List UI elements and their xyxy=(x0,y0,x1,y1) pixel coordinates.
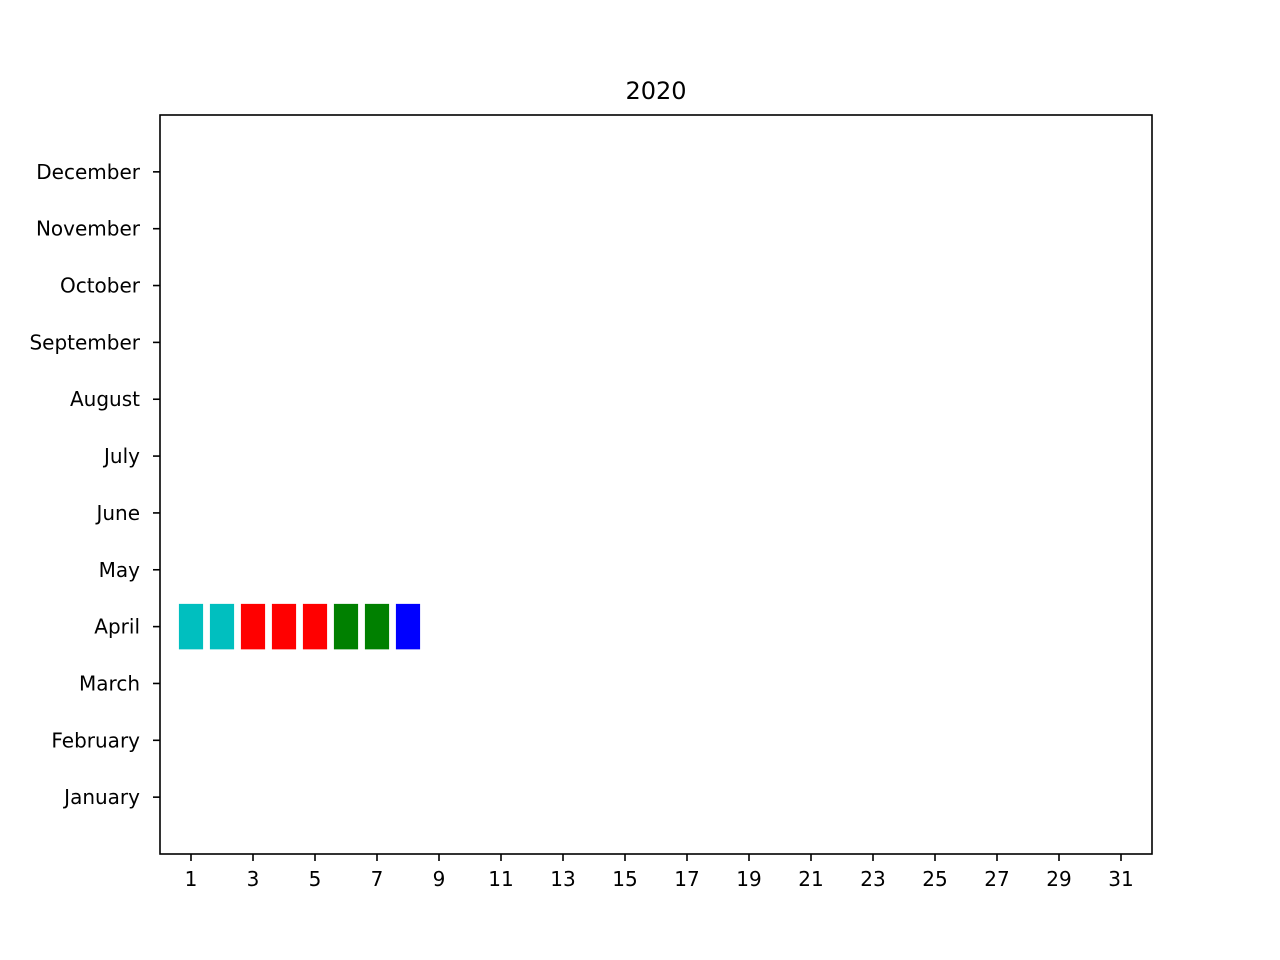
y-tick-label: June xyxy=(94,501,140,525)
y-tick-label: December xyxy=(36,160,140,184)
day-mark xyxy=(364,603,390,650)
y-tick-label: March xyxy=(79,671,140,695)
y-tick-label: February xyxy=(51,728,140,752)
day-mark xyxy=(209,603,235,650)
x-tick-label: 13 xyxy=(550,867,575,891)
y-tick-label: April xyxy=(94,615,140,639)
day-mark xyxy=(271,603,297,650)
y-tick-label: September xyxy=(29,330,140,354)
plot-frame xyxy=(159,114,1153,855)
x-axis: 1 3 5 7 9 11 13 15 17 19 21 23 25 27 29 31 xyxy=(185,854,1134,891)
day-mark xyxy=(240,603,266,650)
day-mark xyxy=(178,603,204,650)
x-tick-label: 15 xyxy=(612,867,637,891)
day-mark xyxy=(395,603,421,650)
x-tick-label: 11 xyxy=(488,867,513,891)
day-mark xyxy=(333,603,359,650)
x-tick-label: 31 xyxy=(1108,867,1133,891)
x-tick-label: 7 xyxy=(371,867,384,891)
x-tick-label: 19 xyxy=(736,867,761,891)
calendar-marks xyxy=(178,603,421,650)
x-tick-label: 21 xyxy=(798,867,823,891)
x-tick-label: 23 xyxy=(860,867,885,891)
x-tick-label: 3 xyxy=(247,867,260,891)
y-axis: January February March April May June July Augu… xyxy=(29,160,160,809)
y-tick-label: July xyxy=(102,444,140,468)
day-mark xyxy=(302,603,328,650)
x-tick-label: 25 xyxy=(922,867,947,891)
x-tick-label: 29 xyxy=(1046,867,1071,891)
x-tick-label: 5 xyxy=(309,867,322,891)
y-tick-label: August xyxy=(70,387,140,411)
x-tick-label: 17 xyxy=(674,867,699,891)
x-tick-label: 9 xyxy=(433,867,446,891)
chart-title: 2020 xyxy=(625,77,686,105)
y-tick-label: November xyxy=(36,217,141,241)
y-tick-label: January xyxy=(62,785,140,809)
y-tick-label: May xyxy=(99,558,141,582)
x-tick-label: 1 xyxy=(185,867,198,891)
x-tick-label: 27 xyxy=(984,867,1009,891)
y-tick-label: October xyxy=(60,274,141,298)
